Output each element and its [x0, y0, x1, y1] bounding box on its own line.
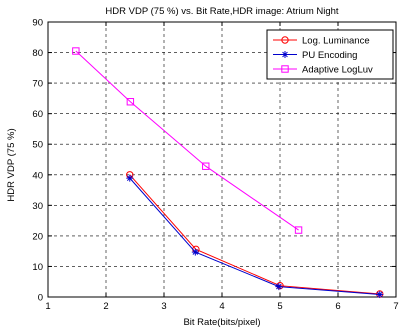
y-tick-label: 0 [38, 293, 43, 304]
data-point-star [376, 291, 384, 299]
legend-item: Adaptive LogLuv [273, 65, 373, 76]
x-tick-label: 2 [103, 301, 108, 312]
star-stroke [376, 291, 383, 298]
y-tick-label: 60 [32, 109, 43, 120]
y-tick-label: 90 [32, 18, 43, 29]
y-tick-label: 50 [32, 140, 43, 151]
series [72, 47, 384, 299]
series-adaptive-logluv [72, 47, 303, 234]
legend-label: PU Encoding [302, 50, 357, 61]
y-tick-label: 30 [32, 201, 43, 212]
data-point-square [294, 226, 303, 234]
legend: Log. Luminance PU Encoding Adaptive LogLuv [266, 29, 394, 80]
data-point-circle [281, 36, 289, 44]
series-pu-encoding [126, 174, 384, 299]
data-point-square [72, 47, 80, 55]
x-tick-label: 4 [219, 301, 224, 312]
data-point-star [275, 283, 283, 291]
legend-item: PU Encoding [273, 50, 357, 61]
data-point-star [191, 248, 199, 256]
y-axis-label: HDR VDP (75 %) [6, 128, 17, 201]
x-tick-label: 1 [45, 301, 50, 312]
data-point-star [281, 51, 289, 58]
legend-item: Log. Luminance [273, 36, 370, 47]
y-tick-label: 40 [32, 170, 43, 181]
data-point-star [126, 174, 134, 182]
x-tick-label: 3 [161, 301, 166, 312]
series-line [129, 174, 380, 295]
y-tick-label: 20 [32, 231, 43, 242]
star-stroke [126, 175, 133, 181]
y-tick-label: 80 [32, 48, 43, 59]
series-line [129, 177, 380, 296]
star-stroke [276, 283, 282, 290]
x-tick-label: 7 [393, 301, 398, 312]
data-point-square [126, 98, 135, 106]
series-line [75, 50, 299, 231]
y-tick-label: 10 [32, 262, 43, 273]
star-stroke [282, 51, 288, 58]
chart-title: HDR VDP (75 %) vs. Bit Rate,HDR image: A… [105, 6, 339, 17]
legend-label: Log. Luminance [302, 36, 370, 47]
x-axis-label: Bit Rate(bits/pixel) [183, 317, 260, 328]
y-tick-label: 70 [32, 79, 43, 90]
data-point-square [202, 162, 210, 170]
data-point-square [281, 65, 289, 73]
star-stroke [192, 249, 199, 255]
x-tick-label: 5 [277, 301, 282, 312]
legend-label: Adaptive LogLuv [302, 65, 373, 76]
x-tick-label: 6 [335, 301, 340, 312]
